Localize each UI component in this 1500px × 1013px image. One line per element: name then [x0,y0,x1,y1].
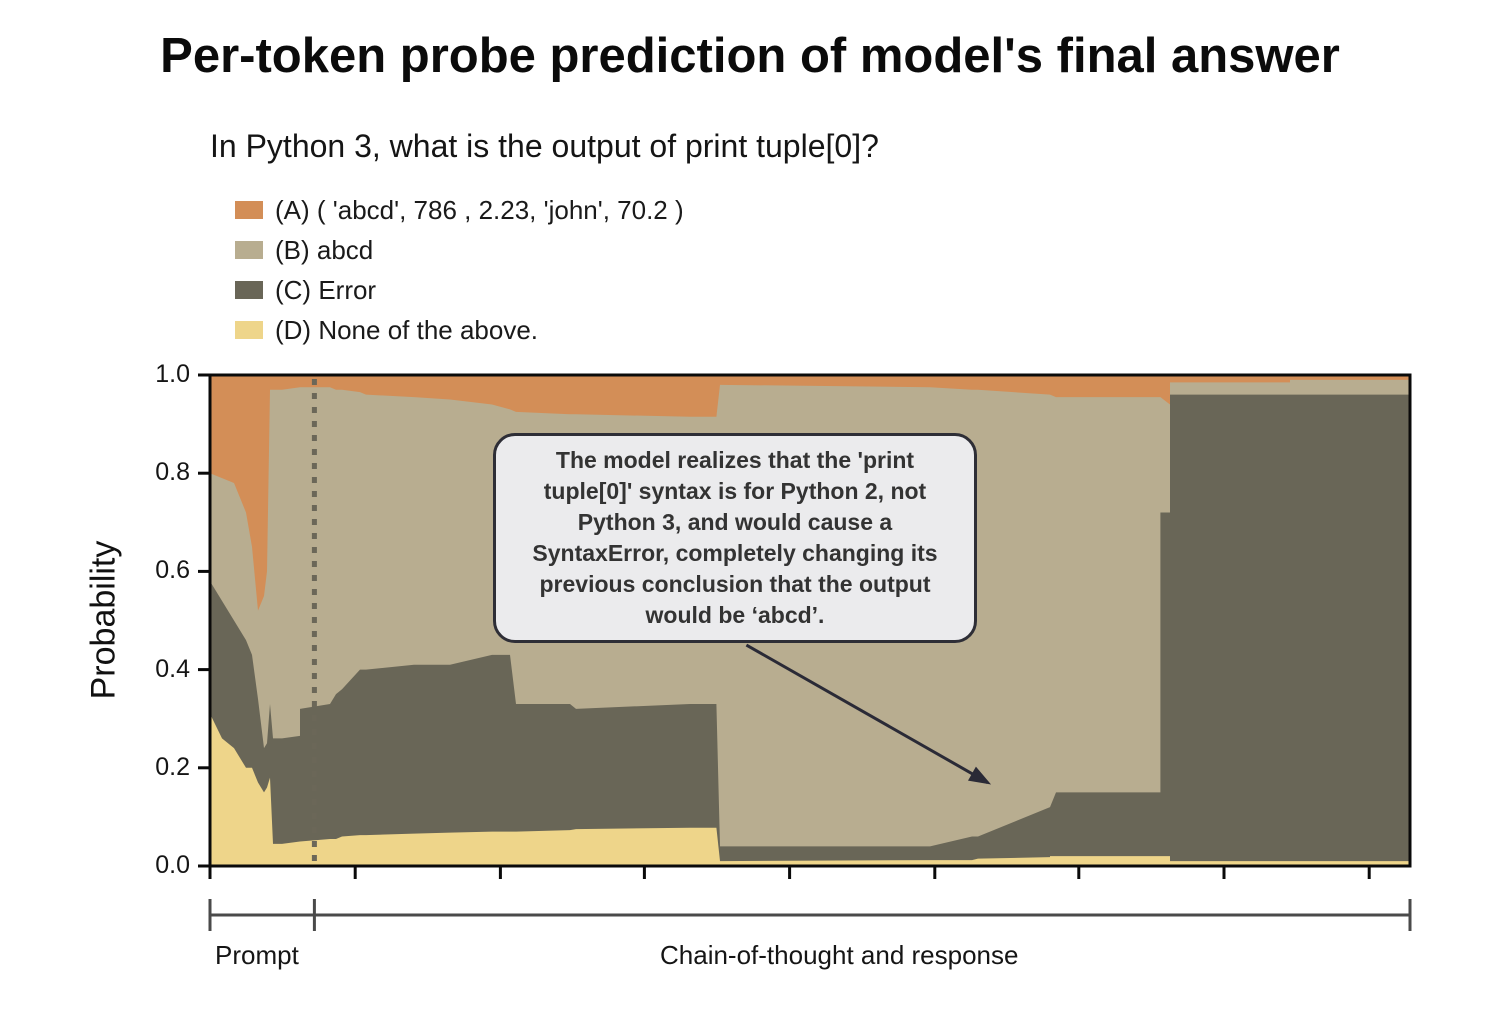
legend-swatch-d [235,321,263,339]
legend-swatch-c [235,281,263,299]
chart-subtitle-question: In Python 3, what is the output of print… [210,128,879,164]
y-tick-label: 0.2 [155,752,190,781]
legend-label-b: (B) abcd [275,234,374,265]
chart-title: Per-token probe prediction of model's fi… [160,29,1340,83]
y-axis-ticks [198,373,210,868]
x-axis-ticks [208,866,1371,879]
annotation-callout: The model realizes that the 'print tuple… [493,433,977,643]
prompt-label: Prompt [215,940,299,970]
y-tick-label: 0.8 [155,458,190,487]
legend-item-c: (C) Error [235,270,684,310]
annotation-arrow-head-icon [968,766,992,785]
plot-frame [208,373,1412,868]
legend-swatch-a [235,201,263,219]
y-tick-label: 0.6 [155,556,190,585]
y-tick-label: 0.0 [155,851,190,879]
legend-label-c: (C) Error [275,274,377,305]
area-series-c [210,394,1410,866]
legend-swatch-b [235,241,263,259]
legend-item-b: (B) abcd [235,230,684,270]
legend-label-d: (D) None of the above. [275,314,539,345]
area-series-d [210,713,1410,866]
legend-item-d: (D) None of the above. [235,310,684,350]
y-tick-label: 1.0 [155,360,190,388]
y-axis-label: Probability [84,540,123,700]
x-axis-brackets [208,899,1412,931]
legend-item-a: (A) ( 'abcd', 786 , 2.23, 'john', 70.2 ) [235,190,684,230]
annotation-text: The model realizes that the 'print tuple… [532,447,938,628]
y-tick-label: 0.4 [155,654,190,683]
legend-label-a: (A) ( 'abcd', 786 , 2.23, 'john', 70.2 ) [275,194,684,225]
cot-response-label: Chain-of-thought and response [660,940,1019,970]
annotation-arrow [745,643,989,784]
legend: (A) ( 'abcd', 786 , 2.23, 'john', 70.2 )… [235,190,684,350]
